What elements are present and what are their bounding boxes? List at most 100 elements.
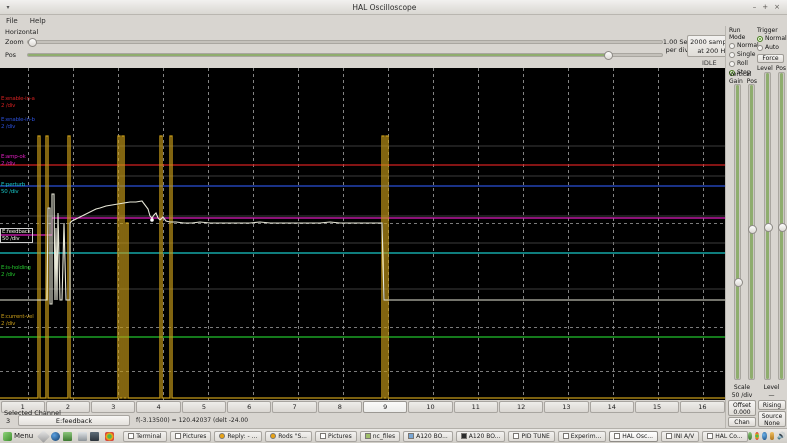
channel-button-12[interactable]: 12: [498, 401, 544, 413]
menu-item-file[interactable]: File: [6, 16, 18, 25]
trigger-pos-knob[interactable]: [778, 223, 787, 232]
task-pictures-2[interactable]: Pictures: [314, 430, 357, 442]
channel-button-14[interactable]: 14: [589, 401, 634, 413]
scope-display[interactable]: E:enable-in-a 2 /div E:enable-in-b 2 /di…: [0, 68, 725, 400]
tray-update-icon[interactable]: [769, 432, 775, 440]
task-ini-av[interactable]: INI A/V: [661, 430, 700, 442]
pos-slider-knob[interactable]: [604, 51, 613, 60]
radio-icon[interactable]: [729, 42, 735, 49]
task-terminal[interactable]: Terminal: [123, 430, 167, 442]
channel-button-2[interactable]: 2: [45, 401, 91, 413]
channel-button-10[interactable]: 10: [408, 401, 453, 413]
vertical-pos-knob[interactable]: [748, 225, 757, 234]
window-menu-icon[interactable]: ▾: [6, 3, 10, 11]
browser-icon[interactable]: [105, 431, 115, 441]
channel-button-15[interactable]: 15: [634, 401, 680, 413]
radio-icon[interactable]: [729, 69, 735, 76]
window-icon: [408, 433, 415, 439]
run-mode-option-roll[interactable]: Roll: [729, 59, 756, 68]
radio-icon[interactable]: [757, 35, 763, 42]
channel-label-current-vel[interactable]: E:current-vel 2 /div: [1, 314, 34, 327]
channel-button-11[interactable]: 11: [453, 401, 498, 413]
channel-label-perturb[interactable]: E:perturb 50 /div: [1, 182, 26, 195]
trigger-pos-slider[interactable]: [778, 72, 787, 380]
vertical-pos-slider[interactable]: [748, 84, 757, 380]
task-pictures-1[interactable]: Pictures: [169, 430, 212, 442]
zoom-slider-knob[interactable]: [28, 38, 37, 47]
channel-button-13[interactable]: 13: [544, 401, 589, 413]
channel-button-16[interactable]: 16: [680, 401, 725, 413]
task-experim[interactable]: Experim...: [557, 430, 607, 442]
tray-app-icon[interactable]: [747, 432, 753, 440]
channel-button-5[interactable]: 5: [181, 401, 227, 413]
selected-channel-combo[interactable]: E:feedback: [18, 415, 130, 426]
task-hal-config[interactable]: HAL Co...: [702, 430, 748, 442]
channel-button-8[interactable]: 8: [317, 401, 362, 413]
window-icon: [128, 433, 135, 439]
channel-label-feedback[interactable]: E:feedback 50 /div: [0, 228, 33, 243]
task-pid-tune[interactable]: PID TUNE: [508, 430, 555, 442]
vertical-gain-slider[interactable]: [734, 84, 743, 380]
channel-button-6[interactable]: 6: [227, 401, 272, 413]
sample-rate: at 200 Hz: [697, 47, 729, 55]
right-control-panel: Run Mode Normal Single Roll Stop Trigger: [725, 26, 787, 435]
vertical-gain-knob[interactable]: [734, 278, 743, 287]
tray-browser-icon[interactable]: [755, 432, 760, 440]
channel-button-9[interactable]: 9: [363, 401, 408, 413]
channel-label-amp-ok[interactable]: E:amp-ok 2 /div: [1, 154, 26, 167]
trigger-level-knob[interactable]: [764, 223, 773, 232]
globe-icon[interactable]: [51, 431, 61, 441]
maximize-button[interactable]: +: [762, 3, 769, 11]
selected-channel-bar: Selected Channel 3 E:feedback f(-3.13500…: [0, 409, 725, 428]
task-a120-bo-1[interactable]: A120 BO...: [403, 430, 453, 442]
minimize-button[interactable]: –: [752, 3, 757, 11]
force-trigger-button[interactable]: Force: [757, 54, 784, 63]
channel-button-7[interactable]: 7: [272, 401, 317, 413]
task-rods[interactable]: Rods "S...: [265, 430, 312, 442]
source-value: None: [764, 420, 780, 427]
offset-value: 0.000: [733, 409, 751, 416]
cursor-readout: f(-3.13500) = 120.42037 (delt -24.00: [136, 417, 249, 424]
offset-button[interactable]: Offset 0.000: [728, 400, 756, 416]
terminal-icon[interactable]: [63, 431, 73, 441]
tray-network-icon[interactable]: [762, 432, 767, 440]
title-bar: ▾ HAL Oscilloscope – + ×: [0, 0, 787, 15]
time-per-div-readout: 1.00 Sec per div: [655, 38, 699, 54]
menu-item-help[interactable]: Help: [29, 16, 46, 25]
trigger-option-auto[interactable]: Auto: [757, 43, 787, 52]
channel-button-1[interactable]: 1: [0, 401, 45, 413]
task-reply[interactable]: Reply: - ...: [214, 430, 263, 442]
radio-icon[interactable]: [757, 44, 763, 51]
chan-off-button[interactable]: Chan Off: [728, 417, 756, 435]
run-mode-option-normal[interactable]: Normal: [729, 41, 759, 50]
volume-icon[interactable]: 🔊: [777, 432, 787, 440]
trigger-option-normal[interactable]: Normal: [757, 34, 787, 43]
radio-icon[interactable]: [729, 60, 735, 67]
task-nc-files[interactable]: nc_files: [359, 430, 401, 442]
channel-label-is-holding[interactable]: E:is-holding 2 /div: [1, 265, 31, 278]
window-icon: [174, 433, 181, 439]
zoom-slider[interactable]: [27, 38, 663, 47]
close-button[interactable]: ×: [774, 3, 780, 11]
channel-button-3[interactable]: 3: [91, 401, 136, 413]
trigger-edge-button[interactable]: Rising: [758, 400, 786, 410]
channel-button-4[interactable]: 4: [136, 401, 181, 413]
run-mode-title: Run Mode: [729, 27, 746, 41]
window-icon: [319, 433, 326, 439]
start-menu-button[interactable]: Menu: [0, 431, 36, 441]
run-mode-option-stop[interactable]: Stop: [729, 68, 756, 77]
files-icon[interactable]: [78, 431, 88, 441]
pos-slider[interactable]: [27, 51, 663, 60]
radio-icon[interactable]: [729, 51, 735, 58]
pencil-icon[interactable]: [37, 429, 51, 443]
trigger-level-slider[interactable]: [764, 72, 773, 380]
channel-label-enable-in-b[interactable]: E:enable-in-b 2 /div: [1, 117, 35, 130]
run-mode-option-single[interactable]: Single: [729, 50, 756, 59]
menu-icon: [3, 431, 12, 441]
trigger-source-button[interactable]: Source None: [758, 411, 786, 427]
task-a120-bo-2[interactable]: A120 BO...: [455, 430, 506, 442]
display-icon[interactable]: [90, 431, 100, 441]
channel-label-enable-in-a[interactable]: E:enable-in-a 2 /div: [1, 96, 35, 109]
task-hal-oscilloscope[interactable]: HAL Osc...: [609, 430, 659, 442]
